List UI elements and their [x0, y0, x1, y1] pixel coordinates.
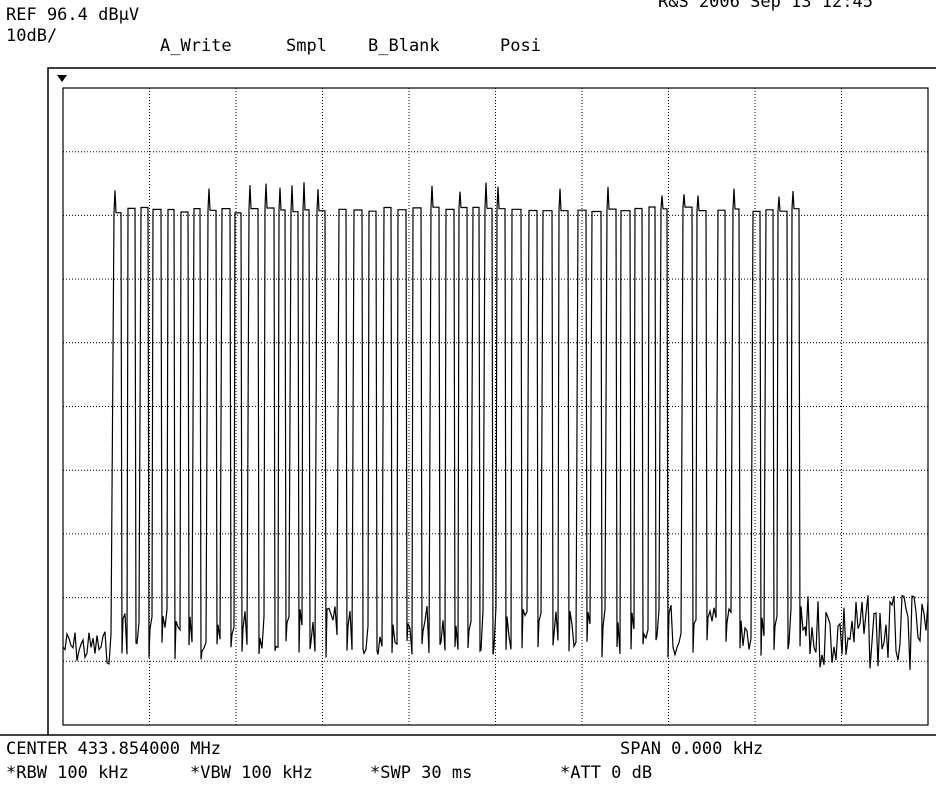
trace [62, 182, 929, 670]
center-frequency: CENTER 433.854000 MHz [6, 739, 221, 759]
span: SPAN 0.000 kHz [620, 739, 763, 759]
plot-frame [62, 87, 929, 726]
trace-b-mode: B_Blank [368, 36, 440, 56]
detector-mode: Posi [500, 36, 541, 56]
attenuation: *ATT 0 dB [560, 763, 652, 783]
timestamp: R&S 2006 Sep 13 12:45 [658, 0, 873, 12]
reference-level: REF 96.4 dBµV [6, 5, 139, 25]
trace-a-mode: A_Write [160, 36, 232, 56]
detector: Smpl [286, 36, 327, 56]
sweep-time: *SWP 30 ms [370, 763, 472, 783]
grid [63, 88, 928, 725]
outer-frame [47, 67, 936, 735]
scale: 10dB/ [6, 26, 57, 46]
vbw: *VBW 100 kHz [190, 763, 313, 783]
rbw: *RBW 100 kHz [6, 763, 129, 783]
ref-marker [57, 75, 67, 82]
